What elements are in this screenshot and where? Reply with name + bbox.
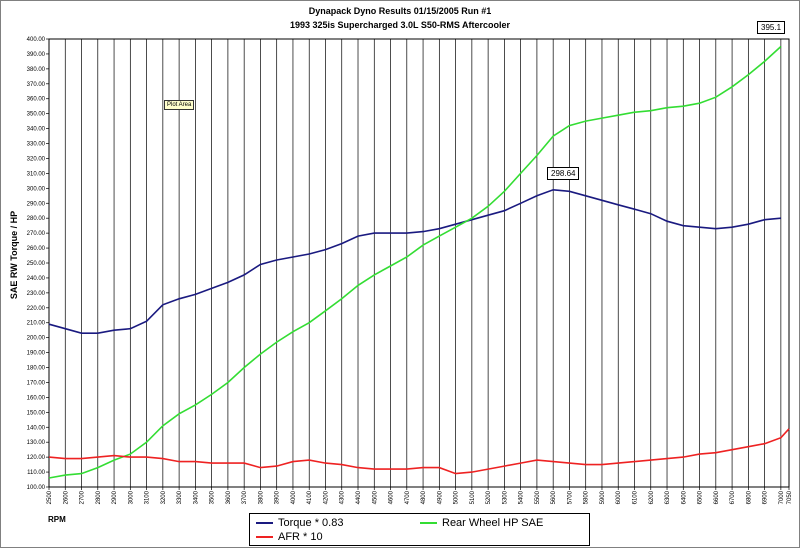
x-tick-label: 3000: [128, 490, 134, 504]
x-tick-label: 3600: [226, 490, 232, 504]
x-tick-label: 4600: [389, 490, 395, 504]
y-tick-label: 340.00: [27, 127, 46, 133]
plot-area-tag: Plot Area: [164, 100, 195, 110]
chart-subtitle: 1993 325is Supercharged 3.0L S50-RMS Aft…: [289, 20, 511, 30]
y-tick-label: 360.00: [27, 97, 46, 103]
x-tick-label: 6000: [616, 490, 622, 504]
y-tick-label: 230.00: [27, 291, 46, 297]
y-tick-label: 270.00: [27, 231, 46, 237]
y-tick-label: 380.00: [27, 67, 46, 73]
x-tick-label: 5400: [519, 490, 525, 504]
x-tick-label: 6900: [763, 490, 769, 504]
y-tick-label: 260.00: [27, 246, 46, 252]
x-tick-label: 5500: [535, 490, 541, 504]
x-tick-label: 6100: [632, 490, 638, 504]
y-tick-label: 250.00: [27, 261, 46, 267]
y-tick-label: 120.00: [27, 455, 46, 461]
y-tick-label: 170.00: [27, 380, 46, 386]
y-tick-label: 100.00: [27, 485, 46, 491]
x-tick-label: 3400: [193, 490, 199, 504]
y-tick-label: 330.00: [27, 142, 46, 148]
y-tick-label: 320.00: [27, 156, 46, 162]
x-tick-label: 2700: [80, 490, 86, 504]
x-tick-label: 7050: [787, 490, 793, 504]
x-tick-label: 5300: [502, 490, 508, 504]
x-tick-label: 5000: [454, 490, 460, 504]
legend-label-torque: Torque * 0.83: [278, 517, 344, 529]
y-tick-label: 200.00: [27, 336, 46, 342]
x-tick-label: 3500: [210, 490, 216, 504]
x-tick-label: 5600: [551, 490, 557, 504]
y-tick-label: 110.00: [27, 470, 46, 476]
legend-item-afr: AFR * 10: [256, 531, 323, 543]
x-tick-label: 5100: [470, 490, 476, 504]
y-tick-label: 180.00: [27, 366, 46, 372]
x-tick-label: 3800: [258, 490, 264, 504]
x-tick-label: 4500: [372, 490, 378, 504]
y-tick-label: 290.00: [27, 201, 46, 207]
y-tick-label: 240.00: [27, 276, 46, 282]
y-tick-label: 130.00: [27, 440, 46, 446]
y-tick-label: 300.00: [27, 186, 46, 192]
x-tick-label: 4700: [405, 490, 411, 504]
x-tick-label: 3100: [145, 490, 151, 504]
x-tick-label: 4800: [421, 490, 427, 504]
plot-background: [48, 38, 790, 488]
y-tick-label: 160.00: [27, 395, 46, 401]
x-tick-label: 6400: [681, 490, 687, 504]
x-tick-label: 6800: [746, 490, 752, 504]
x-tick-label: 3300: [177, 490, 183, 504]
x-tick-label: 6200: [649, 490, 655, 504]
y-tick-label: 280.00: [27, 216, 46, 222]
legend-item-torque: Torque * 0.83: [256, 517, 343, 529]
y-tick-label: 350.00: [27, 112, 46, 118]
series-line-0: [48, 188, 781, 335]
x-tick-label: 6600: [714, 490, 720, 504]
x-tick-label: 2500: [47, 490, 53, 504]
legend-swatch-torque: [256, 522, 273, 524]
legend-swatch-hp: [420, 522, 437, 524]
chart-title: Dynapack Dyno Results 01/15/2005 Run #1: [308, 6, 492, 16]
y-tick-label: 220.00: [27, 306, 46, 312]
y-tick-label: 150.00: [27, 410, 46, 416]
legend-label-hp: Rear Wheel HP SAE: [442, 517, 544, 529]
x-tick-label: 5800: [584, 490, 590, 504]
x-tick-label: 5900: [600, 490, 606, 504]
x-tick-label: 5200: [486, 490, 492, 504]
y-tick-label: 400.00: [27, 37, 46, 43]
hp-peak-callout: 395.1: [757, 21, 786, 34]
legend-item-hp: Rear Wheel HP SAE: [420, 517, 543, 529]
y-tick-label: 390.00: [27, 52, 46, 58]
x-tick-label: 6500: [698, 490, 704, 504]
x-tick-label: 4900: [437, 490, 443, 504]
legend-swatch-afr: [256, 536, 273, 538]
x-tick-label: 4100: [307, 490, 313, 504]
x-tick-label: 2800: [96, 490, 102, 504]
x-tick-label: 6700: [730, 490, 736, 504]
y-tick-label: 310.00: [27, 171, 46, 177]
x-tick-label: 3200: [161, 490, 167, 504]
x-tick-label: 4400: [356, 490, 362, 504]
y-tick-label: 190.00: [27, 351, 46, 357]
series-line-1: [48, 45, 782, 479]
x-tick-label: 6300: [665, 490, 671, 504]
torque-peak-callout: 298.64: [547, 167, 580, 180]
x-tick-label: 4200: [323, 490, 329, 504]
x-tick-label: 2900: [112, 490, 118, 504]
legend: Torque * 0.83 AFR * 10 Rear Wheel HP SAE: [249, 513, 590, 546]
legend-label-afr: AFR * 10: [278, 531, 323, 543]
x-tick-label: 4000: [291, 490, 297, 504]
x-tick-label: 7000: [779, 490, 785, 504]
x-tick-label: 5700: [567, 490, 573, 504]
x-tick-label: 2600: [63, 490, 69, 504]
x-axis-label: RPM: [48, 515, 66, 524]
y-tick-label: 370.00: [27, 82, 46, 88]
y-tick-label: 140.00: [27, 425, 46, 431]
series-line-2: [48, 428, 790, 475]
x-tick-label: 3700: [242, 490, 248, 504]
x-tick-label: 3900: [275, 490, 281, 504]
y-tick-label: 210.00: [27, 321, 46, 327]
x-tick-label: 4300: [340, 490, 346, 504]
